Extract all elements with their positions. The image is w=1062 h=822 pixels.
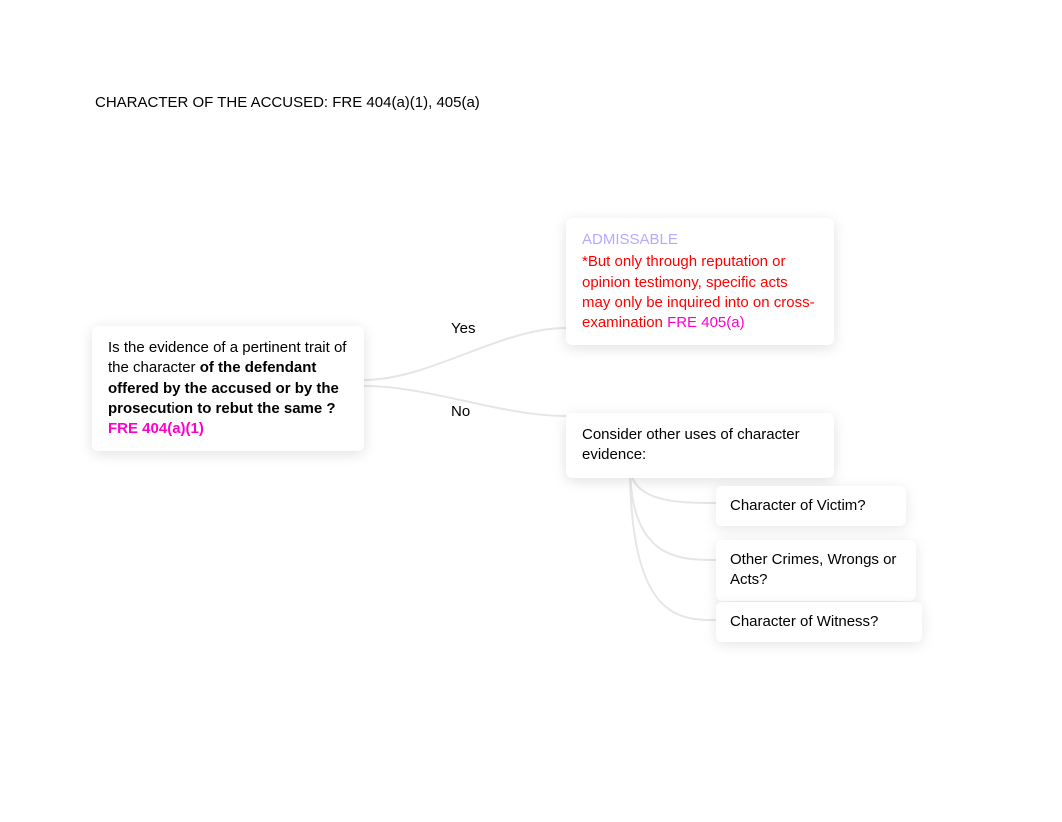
node-other-crimes: Other Crimes, Wrongs or Acts? (716, 540, 916, 601)
edge-consider-witness (630, 465, 716, 620)
other-text: Other Crimes, Wrongs or Acts? (730, 551, 896, 588)
diagram-title: CHARACTER OF THE ACCUSED: FRE 404(a)(1),… (95, 94, 480, 111)
flowchart-canvas: { "diagram": { "type": "flowchart", "bac… (0, 0, 1062, 822)
consider-text: Consider other uses of character evidenc… (582, 426, 800, 463)
root-text-part4: on to rebut the same ? (175, 400, 336, 417)
admissable-heading: ADMISSABLE (582, 230, 818, 250)
node-admissable: ADMISSABLE *But only through reputation … (566, 218, 834, 345)
witness-text: Character of Witness? (730, 613, 878, 630)
node-root-question: Is the evidence of a pertinent trait of … (92, 326, 364, 451)
edge-label-no: No (451, 403, 470, 420)
victim-text: Character of Victim? (730, 497, 866, 514)
root-cite: FRE 404(a)(1) (108, 420, 204, 437)
edge-label-yes: Yes (451, 320, 475, 337)
admissable-cite: FRE 405(a) (667, 314, 745, 331)
node-consider-other-uses: Consider other uses of character evidenc… (566, 413, 834, 478)
node-character-of-witness: Character of Witness? (716, 602, 922, 642)
node-character-of-victim: Character of Victim? (716, 486, 906, 526)
edge-consider-other (630, 465, 716, 560)
